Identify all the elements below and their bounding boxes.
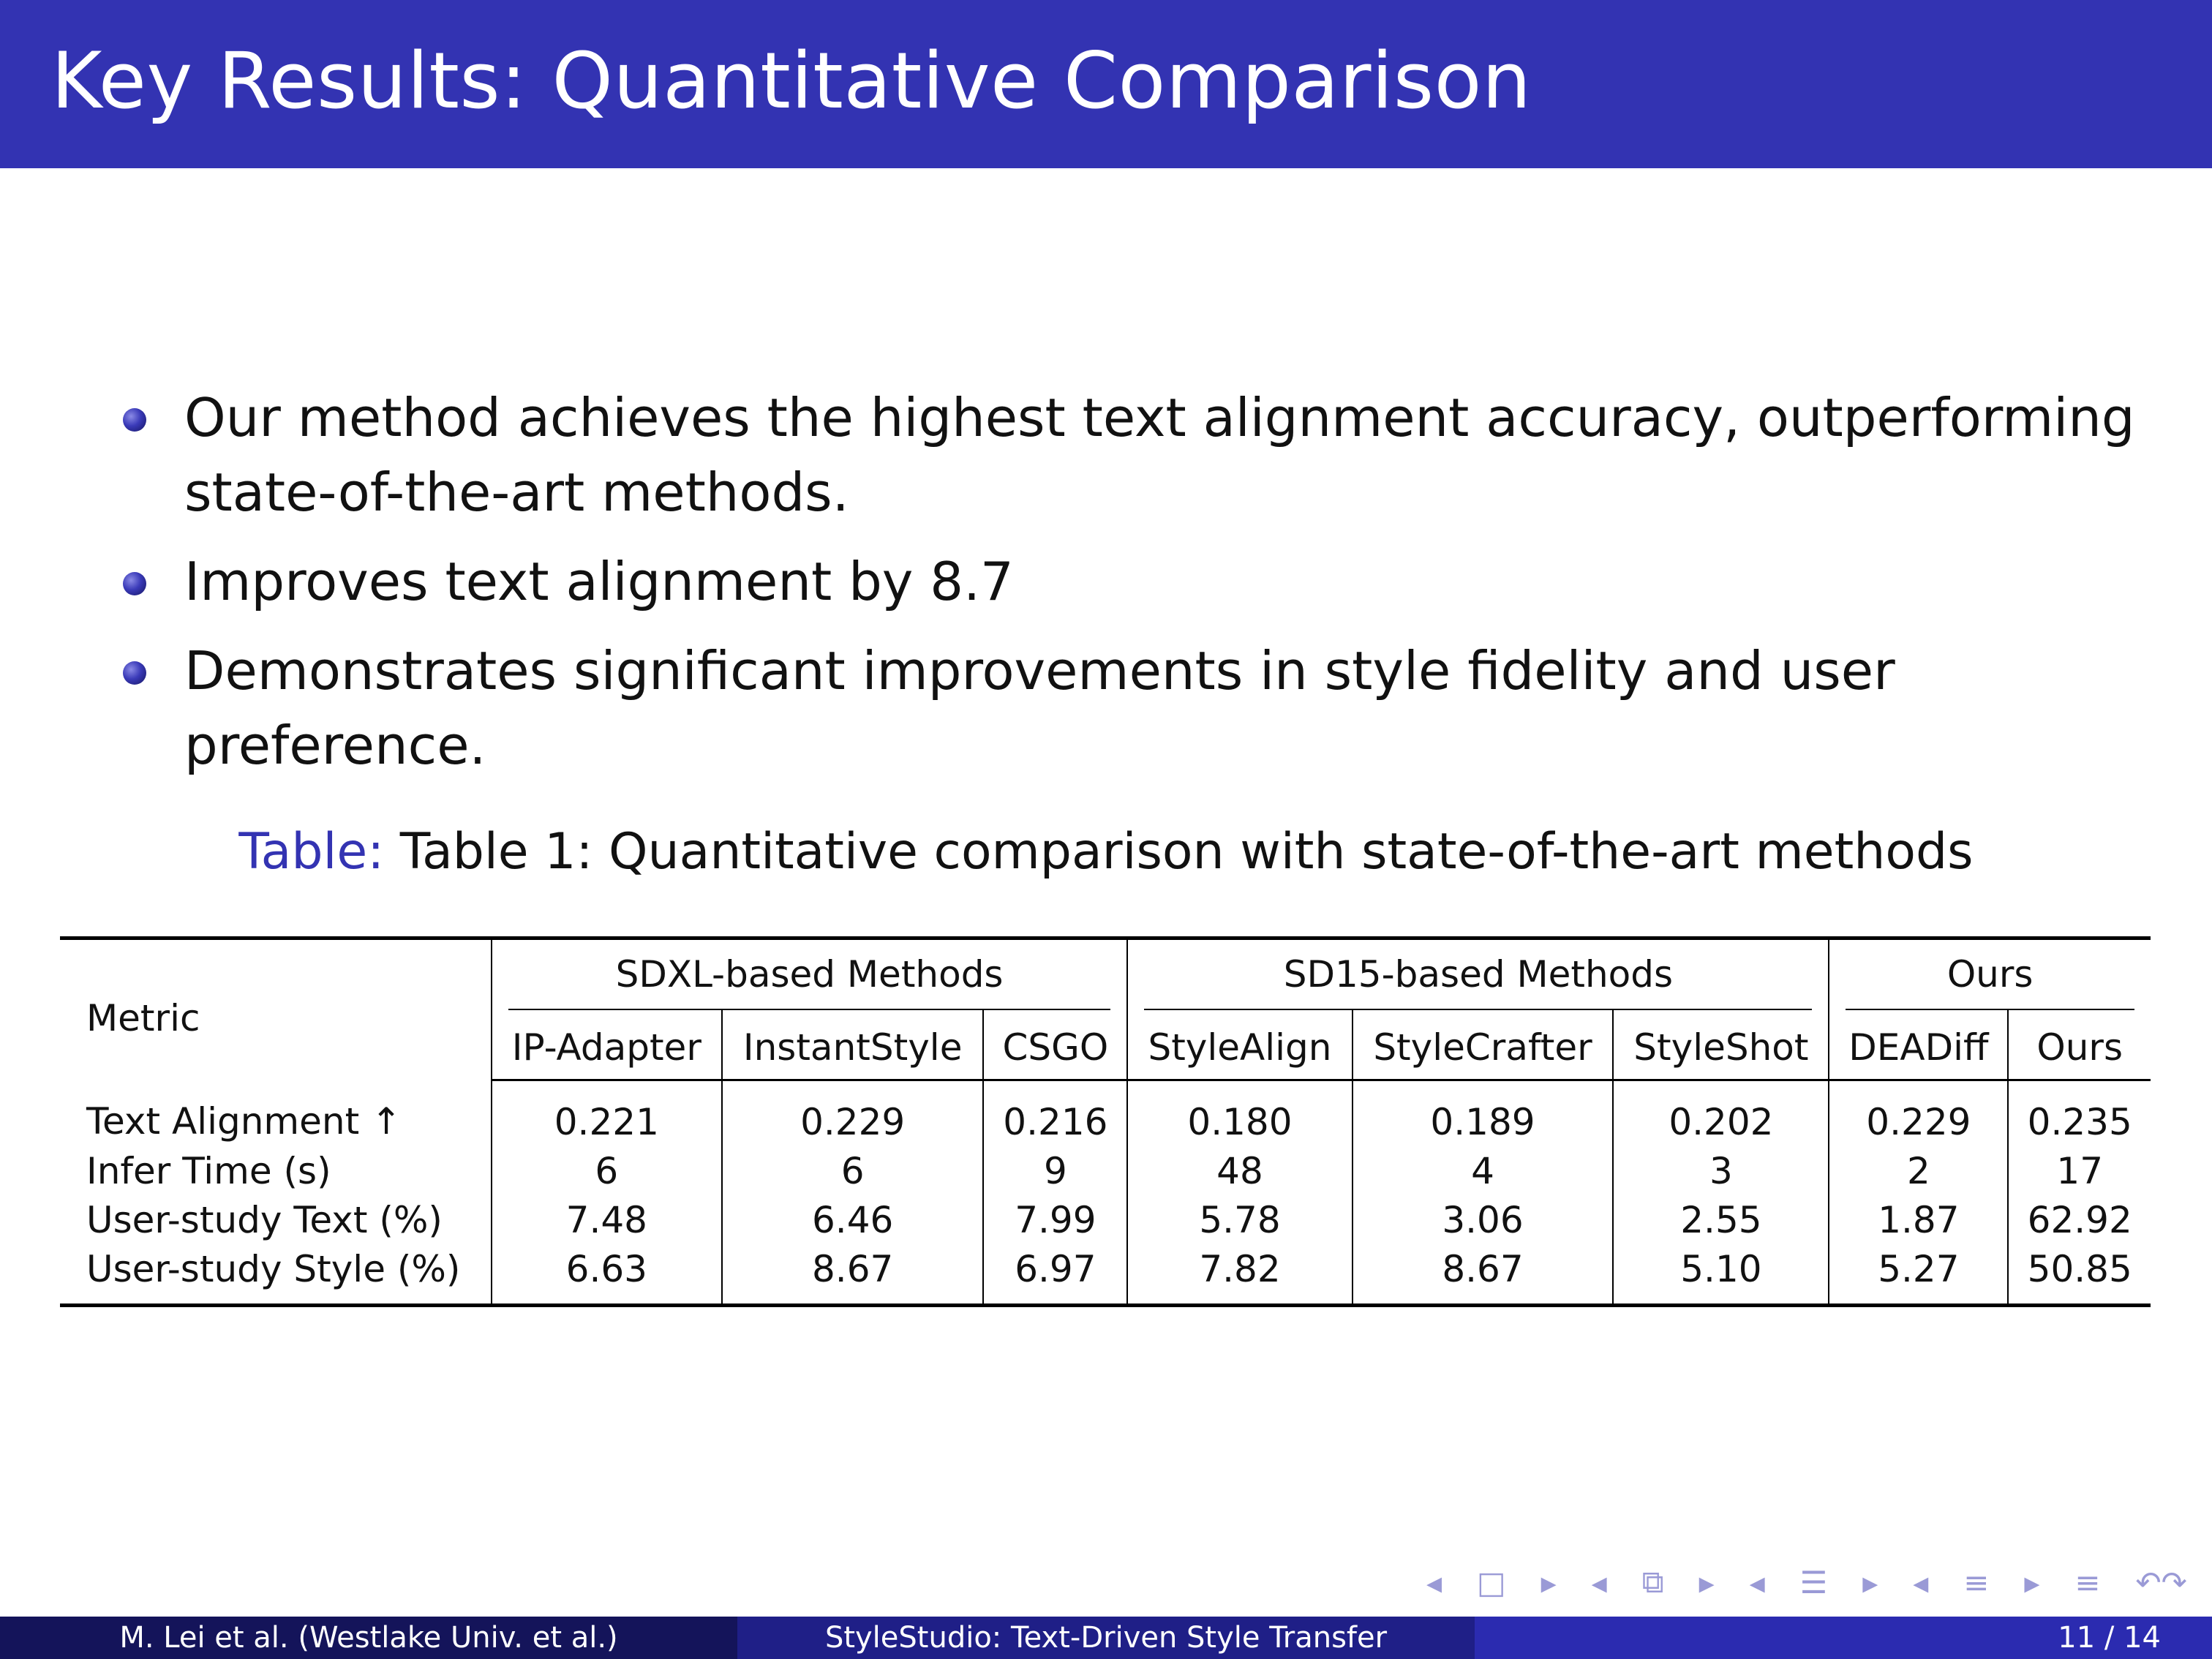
table-cell: 6 bbox=[721, 1146, 984, 1195]
table-cell: 0.189 bbox=[1351, 1080, 1614, 1146]
metric-header: Metric bbox=[60, 936, 492, 1080]
bullet-text: Improves text alignment by 8.7 bbox=[184, 551, 1014, 612]
table-cell: 3.06 bbox=[1351, 1195, 1614, 1244]
table-cell: 0.221 bbox=[490, 1080, 723, 1146]
table-cell: 4 bbox=[1351, 1146, 1614, 1195]
table-row: Infer Time (s) 6 6 9 48 4 3 2 17 bbox=[60, 1146, 2151, 1195]
table-cell: 9 bbox=[982, 1146, 1128, 1195]
bullet-list: Our method achieves the highest text ali… bbox=[117, 380, 2136, 797]
caption-text: Table 1: Quantitative comparison with st… bbox=[399, 823, 1974, 881]
table-cell: 7.99 bbox=[982, 1195, 1128, 1244]
footer: M. Lei et al. (Westlake Univ. et al.) St… bbox=[0, 1617, 2212, 1659]
metric-name: Text Alignment ↑ bbox=[86, 1099, 402, 1143]
footer-title: StyleStudio: Text-Driven Style Transfer bbox=[737, 1617, 1475, 1659]
method-header: CSGO bbox=[982, 1010, 1128, 1081]
bullet-text: Our method achieves the highest text ali… bbox=[184, 387, 2135, 523]
group-header-sdxl: SDXL-based Methods bbox=[490, 936, 1128, 1010]
table-cell: 6.63 bbox=[490, 1244, 723, 1307]
nav-right-arrow-icon[interactable]: ▸ bbox=[1540, 1564, 1557, 1600]
method-header: Ours bbox=[2007, 1010, 2151, 1081]
metric-name: Infer Time (s) bbox=[86, 1149, 331, 1192]
table-cell: 7.82 bbox=[1126, 1244, 1353, 1307]
bullet-dot-icon bbox=[123, 572, 146, 595]
beamer-navigation: ◂ □ ▸ ◂ ⧉ ▸ ◂ ☰ ▸ ◂ ≡ ▸ ≡ ↶↷ bbox=[1426, 1564, 2187, 1600]
table-cell-best: 62.92 bbox=[2007, 1195, 2151, 1244]
bullet-item: Demonstrates significant improvements in… bbox=[117, 633, 2136, 783]
group-header-sd15: SD15-based Methods bbox=[1126, 936, 1829, 1010]
method-header: StyleCrafter bbox=[1351, 1010, 1614, 1081]
table-cell: 8.67 bbox=[1351, 1244, 1614, 1307]
section-icon[interactable]: ☰ bbox=[1799, 1564, 1828, 1600]
metric-name: User-study Text (%) bbox=[86, 1198, 443, 1241]
subsection-icon[interactable]: ⧉ bbox=[1641, 1564, 1664, 1600]
bullet-dot-icon bbox=[123, 408, 146, 432]
method-header: StyleShot bbox=[1612, 1010, 1829, 1081]
align-icon[interactable]: ≡ bbox=[1963, 1564, 1990, 1600]
table-cell: 8.67 bbox=[721, 1244, 984, 1307]
nav-left-arrow-icon[interactable]: ◂ bbox=[1591, 1564, 1607, 1600]
table-cell: 5.78 bbox=[1126, 1195, 1353, 1244]
table-cell: 2 bbox=[1828, 1146, 2009, 1195]
table-cell: 0.229 bbox=[1828, 1080, 2009, 1146]
table-cell: 0.229 bbox=[721, 1080, 984, 1146]
frame-icon[interactable]: □ bbox=[1477, 1564, 1506, 1600]
bullet-item: Improves text alignment by 8.7 bbox=[117, 544, 2136, 619]
table-cell: 17 bbox=[2007, 1146, 2151, 1195]
table-cell-best: 50.85 bbox=[2007, 1244, 2151, 1307]
table-cell: 6.97 bbox=[982, 1244, 1128, 1307]
align-icon[interactable]: ≡ bbox=[2074, 1564, 2101, 1600]
table-cell: 0.216 bbox=[982, 1080, 1128, 1146]
title-bar: Key Results: Quantitative Comparison bbox=[0, 0, 2212, 168]
nav-right-arrow-icon[interactable]: ▸ bbox=[2024, 1564, 2040, 1600]
metric-name: User-study Style (%) bbox=[60, 1244, 492, 1307]
bullet-dot-icon bbox=[123, 661, 146, 685]
group-header-ours: Ours bbox=[1828, 936, 2151, 1010]
table-cell: 1.87 bbox=[1828, 1195, 2009, 1244]
table-cell: 2.55 bbox=[1612, 1195, 1829, 1244]
table-cell-best: 0.235 bbox=[2007, 1080, 2151, 1146]
slide-title: Key Results: Quantitative Comparison bbox=[51, 36, 1532, 126]
table-row: Text Alignment ↑ 0.221 0.229 0.216 0.180… bbox=[60, 1080, 2151, 1146]
method-header: InstantStyle bbox=[721, 1010, 984, 1081]
table-cell: 6 bbox=[490, 1146, 723, 1195]
table-cell: 0.180 bbox=[1126, 1080, 1353, 1146]
bullet-text: Demonstrates significant improvements in… bbox=[184, 640, 1895, 776]
footer-authors: M. Lei et al. (Westlake Univ. et al.) bbox=[0, 1617, 737, 1659]
undo-search-icon[interactable]: ↶↷ bbox=[2135, 1564, 2187, 1600]
nav-left-arrow-icon[interactable]: ◂ bbox=[1749, 1564, 1765, 1600]
table-cell: 0.202 bbox=[1612, 1080, 1829, 1146]
table-cell: 5.10 bbox=[1612, 1244, 1829, 1307]
method-header: DEADiff bbox=[1828, 1010, 2009, 1081]
table-row: User-study Style (%) 6.63 8.67 6.97 7.82… bbox=[60, 1244, 2151, 1307]
nav-right-arrow-icon[interactable]: ▸ bbox=[1862, 1564, 1878, 1600]
results-table: Metric SDXL-based Methods SD15-based Met… bbox=[60, 936, 2151, 1307]
table-cell: 48 bbox=[1126, 1146, 1353, 1195]
nav-right-arrow-icon[interactable]: ▸ bbox=[1698, 1564, 1715, 1600]
table-header-row: Metric SDXL-based Methods SD15-based Met… bbox=[60, 936, 2151, 1080]
method-header: StyleAlign bbox=[1126, 1010, 1353, 1081]
table-row: User-study Text (%) 7.48 6.46 7.99 5.78 … bbox=[60, 1195, 2151, 1244]
nav-left-arrow-icon[interactable]: ◂ bbox=[1913, 1564, 1929, 1600]
footer-page-number: 11 / 14 bbox=[1475, 1617, 2212, 1659]
table-cell: 7.48 bbox=[490, 1195, 723, 1244]
nav-left-arrow-icon[interactable]: ◂ bbox=[1426, 1564, 1442, 1600]
method-header: IP-Adapter bbox=[490, 1010, 723, 1081]
caption-label: Table: bbox=[238, 823, 385, 881]
table-caption: Table: Table 1: Quantitative comparison … bbox=[0, 819, 2212, 885]
table-cell: 3 bbox=[1612, 1146, 1829, 1195]
table-cell: 5.27 bbox=[1828, 1244, 2009, 1307]
table-cell: 6.46 bbox=[721, 1195, 984, 1244]
table-subheader-row: IP-Adapter InstantStyle CSGO StyleAlign … bbox=[60, 1010, 2151, 1081]
bullet-item: Our method achieves the highest text ali… bbox=[117, 380, 2136, 530]
